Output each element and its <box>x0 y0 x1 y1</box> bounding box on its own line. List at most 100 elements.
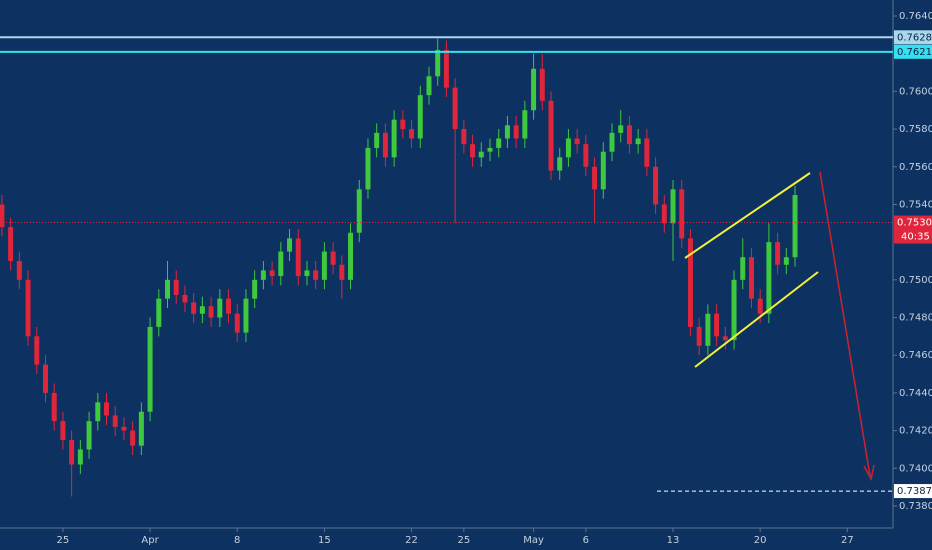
y-tick-label: 0.76000 <box>899 86 932 97</box>
candle-body <box>348 233 353 280</box>
x-tick-label: 27 <box>841 535 854 546</box>
candle-body <box>549 101 554 171</box>
candle-body <box>610 133 615 152</box>
candle-body <box>784 257 789 265</box>
candle-body <box>278 252 283 276</box>
y-tick-label: 0.76400 <box>899 11 932 22</box>
candle-body <box>8 227 13 261</box>
candle-body <box>732 280 737 340</box>
candle-body <box>374 133 379 148</box>
x-tick-label: 13 <box>667 535 680 546</box>
candle-body <box>418 95 423 138</box>
x-tick-label: 20 <box>754 535 767 546</box>
candle-body <box>758 299 763 314</box>
y-tick-label: 0.75400 <box>899 199 932 210</box>
candle-body <box>226 299 231 314</box>
candle-body <box>243 299 248 333</box>
candle-body <box>723 336 728 340</box>
candle-body <box>121 427 126 431</box>
candle-body <box>496 139 501 148</box>
candle-body <box>705 314 710 346</box>
candle-body <box>679 189 684 238</box>
background <box>0 0 932 550</box>
target-label: 0.73879 <box>897 486 932 497</box>
candle-body <box>95 402 100 421</box>
candle-body <box>793 195 798 257</box>
chart: 0.764000.760000.758000.756000.754000.750… <box>0 0 932 550</box>
y-tick-label: 0.73800 <box>899 501 932 512</box>
candle-body <box>130 431 135 446</box>
candle-body <box>339 265 344 280</box>
candle-body <box>540 69 545 101</box>
x-tick-label: 25 <box>57 535 70 546</box>
candle-body <box>662 204 667 223</box>
candle-body <box>365 148 370 189</box>
candle-body <box>0 204 4 227</box>
candle-body <box>26 280 31 337</box>
candle-body <box>60 421 65 440</box>
candle-body <box>740 257 745 280</box>
candle-body <box>331 252 336 265</box>
candle-body <box>400 120 405 129</box>
candle-body <box>618 125 623 133</box>
level-label: 0.76210 <box>897 47 932 58</box>
candle-body <box>322 252 327 280</box>
candle-body <box>261 270 266 279</box>
candle-body <box>191 302 196 313</box>
candle-body <box>505 125 510 138</box>
y-tick-label: 0.74000 <box>899 463 932 474</box>
candle-body <box>156 299 161 327</box>
y-tick-label: 0.74800 <box>899 313 932 324</box>
level-label: 0.76287 <box>897 32 932 43</box>
candle-body <box>383 133 388 157</box>
candle-body <box>479 152 484 158</box>
candle-body <box>200 306 205 314</box>
y-tick-label: 0.74200 <box>899 426 932 437</box>
candle-body <box>470 144 475 157</box>
candle-body <box>87 421 92 449</box>
candle-body <box>209 306 214 317</box>
x-tick-label: 8 <box>234 535 240 546</box>
candle-body <box>557 157 562 170</box>
candle-body <box>627 125 632 144</box>
countdown-label: 40:35 <box>901 232 930 243</box>
candle-body <box>766 242 771 314</box>
x-tick-label: Apr <box>141 535 159 546</box>
y-tick-label: 0.75000 <box>899 275 932 286</box>
x-tick-label: 22 <box>405 535 418 546</box>
candle-body <box>113 416 118 427</box>
candle-body <box>644 139 649 167</box>
candle-body <box>592 167 597 190</box>
candle-body <box>697 327 702 346</box>
candle-body <box>688 238 693 327</box>
x-tick-label: May <box>523 535 544 546</box>
candle-body <box>514 125 519 138</box>
candle-body <box>671 189 676 223</box>
candle-body <box>235 314 240 333</box>
candle-body <box>34 336 39 364</box>
candle-body <box>17 261 22 280</box>
candle-body <box>43 365 48 393</box>
candle-body <box>252 280 257 299</box>
candle-body <box>313 270 318 279</box>
candle-body <box>52 393 57 421</box>
candle-body <box>139 412 144 446</box>
candle-body <box>270 270 275 276</box>
candle-body <box>174 280 179 295</box>
candle-body <box>304 270 309 276</box>
candle-body <box>409 129 414 138</box>
candle-body <box>182 295 187 303</box>
candle-body <box>296 238 301 276</box>
candle-body <box>148 327 153 412</box>
candle-body <box>575 139 580 145</box>
y-tick-label: 0.74400 <box>899 388 932 399</box>
candle-body <box>775 242 780 265</box>
y-tick-label: 0.74600 <box>899 350 932 361</box>
x-tick-label: 15 <box>318 535 331 546</box>
candle-body <box>487 148 492 152</box>
candle-body <box>435 50 440 76</box>
candle-body <box>426 76 431 95</box>
candle-body <box>636 139 641 145</box>
x-tick-label: 25 <box>457 535 470 546</box>
candle-body <box>165 280 170 299</box>
